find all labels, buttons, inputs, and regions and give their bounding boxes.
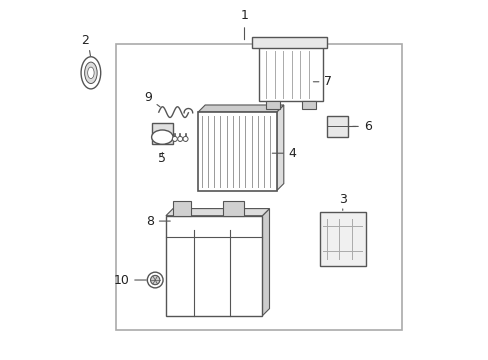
Text: 9: 9 bbox=[144, 91, 160, 107]
Ellipse shape bbox=[84, 62, 97, 84]
Circle shape bbox=[172, 136, 177, 141]
Circle shape bbox=[177, 136, 183, 141]
Bar bbox=[116, 44, 401, 330]
Polygon shape bbox=[319, 212, 365, 266]
Text: 8: 8 bbox=[145, 215, 170, 228]
Polygon shape bbox=[262, 208, 269, 316]
Polygon shape bbox=[301, 102, 315, 109]
Circle shape bbox=[183, 136, 188, 141]
Polygon shape bbox=[265, 102, 280, 109]
Polygon shape bbox=[198, 112, 276, 191]
Polygon shape bbox=[258, 44, 323, 102]
Ellipse shape bbox=[151, 130, 173, 144]
Text: 1: 1 bbox=[240, 9, 248, 40]
Text: 10: 10 bbox=[113, 274, 146, 287]
Ellipse shape bbox=[87, 67, 94, 78]
Polygon shape bbox=[276, 105, 283, 191]
Ellipse shape bbox=[81, 57, 101, 89]
Text: 4: 4 bbox=[272, 147, 296, 160]
Text: 6: 6 bbox=[352, 120, 371, 133]
Circle shape bbox=[150, 275, 160, 285]
Text: 5: 5 bbox=[158, 152, 166, 165]
Circle shape bbox=[147, 272, 163, 288]
Polygon shape bbox=[173, 202, 190, 216]
Polygon shape bbox=[151, 123, 173, 144]
Polygon shape bbox=[223, 202, 244, 216]
Text: 2: 2 bbox=[81, 34, 89, 47]
Polygon shape bbox=[165, 208, 269, 216]
Text: 7: 7 bbox=[313, 75, 332, 88]
Polygon shape bbox=[165, 216, 262, 316]
Polygon shape bbox=[251, 37, 326, 48]
Polygon shape bbox=[326, 116, 347, 137]
Polygon shape bbox=[198, 105, 283, 112]
Text: 3: 3 bbox=[338, 193, 346, 210]
